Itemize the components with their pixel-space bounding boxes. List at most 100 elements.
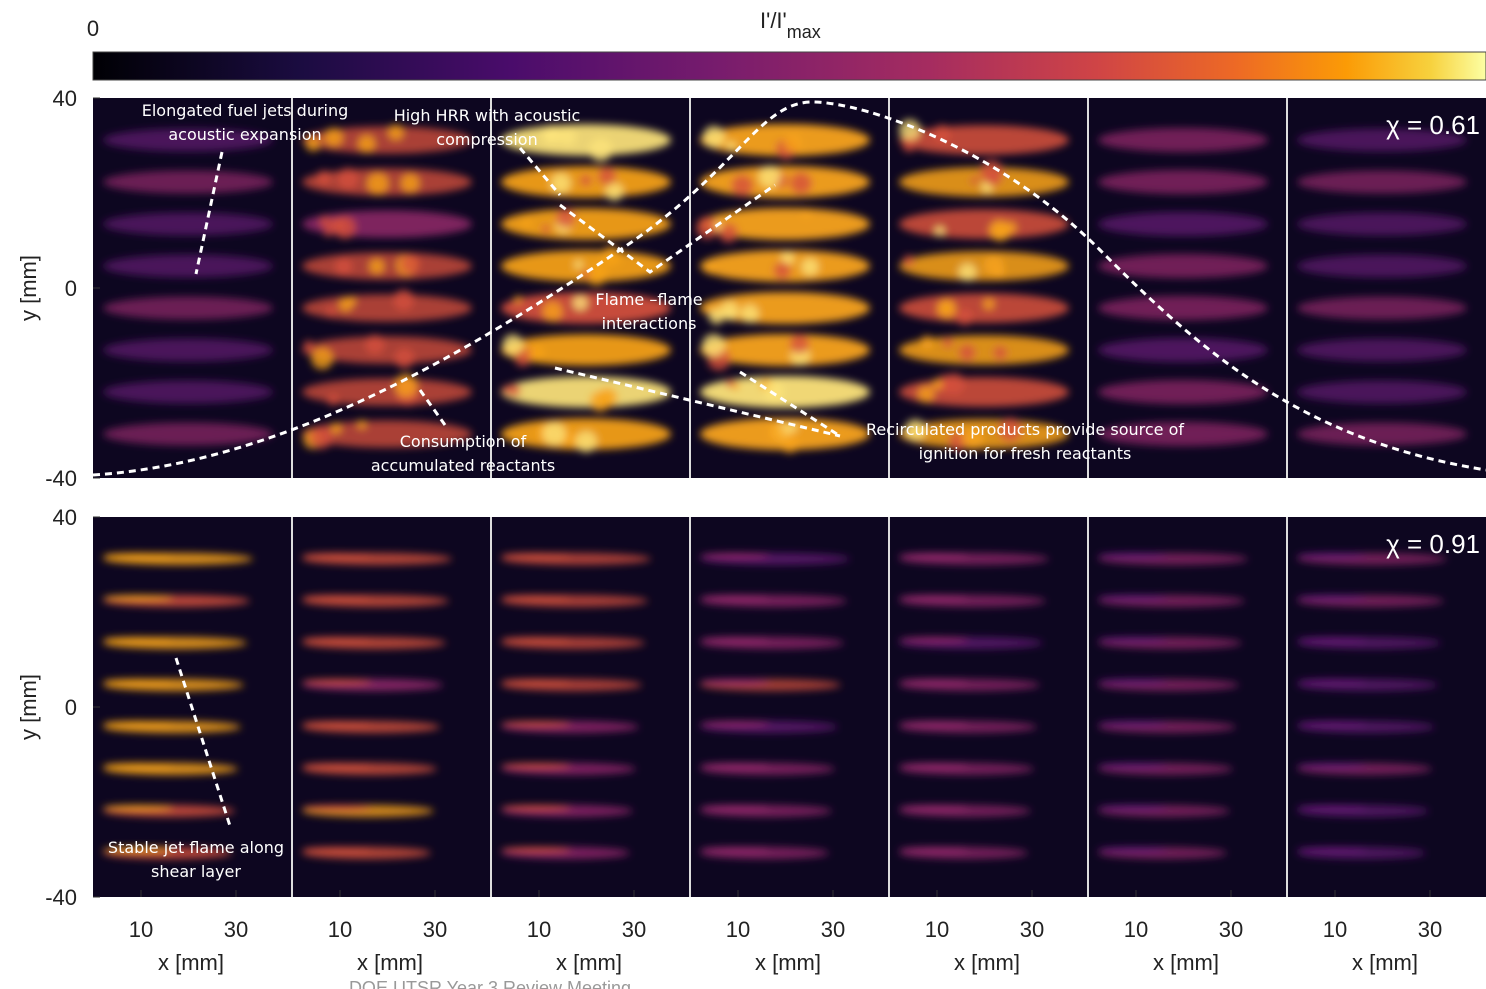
- streak: [302, 420, 472, 448]
- x-tick-label: 10: [1124, 917, 1148, 942]
- x-tick-label: 30: [622, 917, 646, 942]
- hot-spot: [501, 721, 571, 727]
- streaks: [501, 124, 671, 453]
- image-panel: [1088, 517, 1287, 897]
- hot-spot: [1297, 805, 1367, 811]
- image-panel: [1287, 98, 1486, 478]
- hot-spot: [501, 847, 571, 853]
- hot-spot: [507, 383, 521, 397]
- streak: [103, 254, 273, 278]
- streak: [700, 334, 870, 366]
- hot-spot: [903, 255, 915, 267]
- hot-spot: [704, 262, 716, 275]
- streaks: [696, 124, 870, 453]
- streak: [1297, 380, 1467, 404]
- hot-spot: [758, 165, 781, 188]
- hot-spot: [899, 847, 969, 853]
- streaks: [302, 124, 472, 449]
- hot-spot: [394, 374, 418, 398]
- hot-spot: [527, 344, 545, 362]
- panel-bg: [1287, 517, 1486, 897]
- hot-spot: [899, 763, 969, 769]
- hot-spot: [387, 124, 404, 141]
- hot-spot: [333, 215, 357, 239]
- x-tick-label: 10: [1323, 917, 1347, 942]
- hot-spot: [597, 166, 617, 186]
- streaks: [103, 128, 273, 446]
- hot-spot: [1297, 763, 1367, 769]
- hot-spot: [501, 553, 571, 559]
- hot-spot: [726, 311, 736, 321]
- hot-spot: [700, 721, 770, 727]
- streak: [302, 336, 472, 364]
- panel-bg: [93, 98, 292, 478]
- hot-spot: [501, 637, 571, 643]
- hot-spot: [103, 805, 173, 811]
- hot-spot: [400, 173, 420, 193]
- y-axis-label: y [mm]: [16, 674, 41, 740]
- x-tick-label: 10: [527, 917, 551, 942]
- hot-spot: [899, 721, 969, 727]
- hot-spot: [573, 259, 584, 270]
- streak: [700, 208, 870, 240]
- streak: [899, 335, 1069, 365]
- hot-spot: [103, 637, 173, 643]
- streaks: [1098, 553, 1248, 859]
- image-panel: [889, 517, 1088, 897]
- colorbar-label: I'/I'max: [760, 8, 821, 42]
- colorbar-label-main: I'/I': [760, 8, 787, 33]
- annotations: Elongated fuel jets during acoustic expan…: [108, 101, 1184, 881]
- hot-spot: [347, 296, 357, 306]
- panel-bg: [491, 517, 690, 897]
- panel-bg: [690, 517, 889, 897]
- image-panel: [491, 517, 690, 897]
- hot-spot: [555, 208, 576, 228]
- streaks: [1098, 127, 1268, 447]
- hot-spot: [103, 847, 173, 853]
- x-tick-label: 10: [129, 917, 153, 942]
- hot-spot: [899, 595, 969, 601]
- hot-spot: [718, 223, 738, 243]
- hot-spot: [326, 305, 337, 316]
- panel-bg: [491, 98, 690, 478]
- hot-spot: [521, 217, 532, 229]
- hot-spot: [501, 385, 512, 396]
- colorbar-min: 0: [87, 16, 99, 41]
- annotation: interactions: [602, 314, 697, 333]
- hot-spot: [1098, 595, 1168, 601]
- streaks: [700, 553, 850, 859]
- streaks: [501, 553, 651, 859]
- hot-spot: [931, 378, 943, 391]
- hot-spot: [1297, 721, 1367, 727]
- annotation: Stable jet flame along: [108, 838, 284, 857]
- hot-spot: [572, 295, 588, 311]
- hot-spot: [956, 308, 974, 326]
- hot-spot: [302, 763, 372, 769]
- hot-spot: [541, 224, 551, 234]
- hot-spot: [1297, 847, 1367, 853]
- streaks: [1297, 128, 1467, 446]
- streak: [302, 378, 472, 406]
- chi-label: χ = 0.91: [1386, 529, 1480, 559]
- annotation-lines: [174, 147, 841, 827]
- streak: [1098, 169, 1268, 195]
- image-panel: [690, 98, 889, 478]
- y-tick-label: 0: [65, 276, 77, 301]
- hot-spot: [740, 304, 760, 324]
- hot-spot: [334, 257, 353, 276]
- image-panel: [1088, 98, 1287, 478]
- hot-spot: [801, 258, 819, 276]
- colorbar-label-sub: max: [787, 22, 821, 42]
- streak: [1098, 421, 1268, 447]
- x-tick-label: 30: [423, 917, 447, 942]
- streak: [899, 293, 1069, 323]
- x-tick-label: 30: [1219, 917, 1243, 942]
- hot-spot: [323, 227, 333, 237]
- hot-spot: [542, 301, 563, 322]
- hot-spot: [368, 258, 385, 275]
- hot-spot: [970, 176, 979, 185]
- x-axis-label: x [mm]: [755, 950, 821, 975]
- hot-spot: [310, 426, 333, 449]
- image-panel: [93, 98, 292, 478]
- image-panel: [491, 98, 690, 478]
